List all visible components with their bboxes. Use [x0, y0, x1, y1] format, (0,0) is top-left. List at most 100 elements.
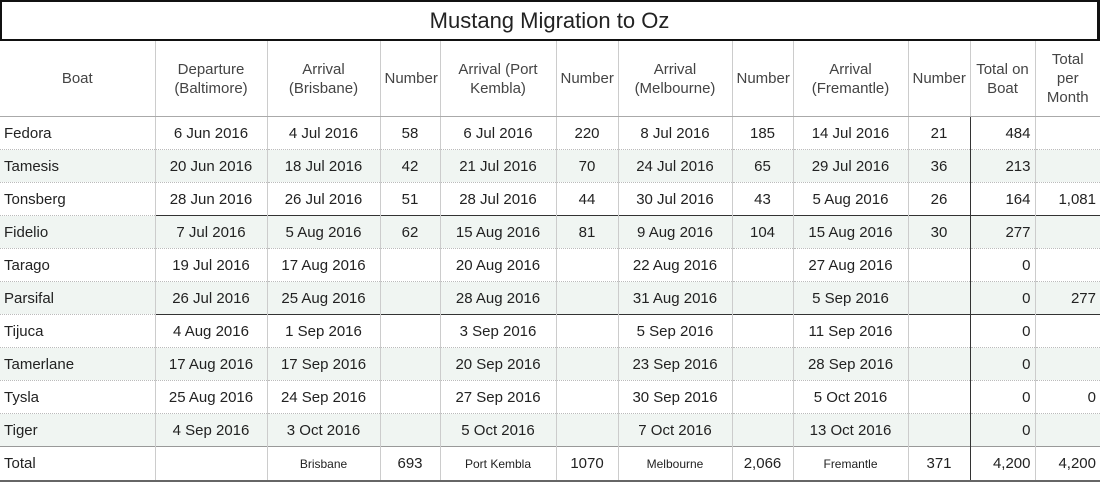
total-cell: 4,200 — [969, 446, 1035, 482]
column-header: Boat — [0, 41, 155, 117]
table-cell: 15 Aug 2016 — [439, 215, 556, 249]
total-cell — [154, 446, 267, 482]
table-cell: 28 Aug 2016 — [439, 281, 556, 315]
table-cell: 5 Sep 2016 — [792, 281, 908, 315]
table: Boat Departure (Baltimore) Arrival (Brisba… — [0, 41, 1100, 482]
total-cell: 693 — [379, 446, 440, 482]
table-cell: Tamerlane — [0, 347, 155, 381]
column-header: Number — [907, 41, 970, 117]
table-cell: 13 Oct 2016 — [792, 413, 908, 447]
table-cell: 20 Aug 2016 — [439, 248, 556, 282]
table-cell — [555, 380, 618, 414]
table-cell: 17 Aug 2016 — [266, 248, 380, 282]
table-cell: 7 Jul 2016 — [154, 215, 267, 249]
table-row: Parsifal 26 Jul 2016 25 Aug 2016 28 Aug 201… — [0, 281, 1100, 315]
table-cell: 0 — [1034, 380, 1100, 414]
column-header: Number — [555, 41, 618, 117]
table-cell: 164 — [969, 182, 1035, 216]
table-cell: 8 Jul 2016 — [617, 116, 732, 150]
table-cell — [731, 413, 793, 447]
table-cell: 0 — [969, 347, 1035, 381]
table-cell: 3 Sep 2016 — [439, 314, 556, 348]
table-cell: 15 Aug 2016 — [792, 215, 908, 249]
table-cell: 185 — [731, 116, 793, 150]
table-cell: 42 — [379, 149, 440, 183]
total-cell: 1070 — [555, 446, 618, 482]
column-header: Number — [379, 41, 440, 117]
table-row: Tijuca 4 Aug 2016 1 Sep 2016 3 Sep 2016 5 Se… — [0, 314, 1100, 348]
table-cell — [555, 413, 618, 447]
table-cell — [379, 314, 440, 348]
table-cell: 4 Aug 2016 — [154, 314, 267, 348]
table-cell: 27 Aug 2016 — [792, 248, 908, 282]
table-cell — [1034, 314, 1100, 348]
table-cell: 30 Sep 2016 — [617, 380, 732, 414]
table-cell: 27 Sep 2016 — [439, 380, 556, 414]
column-header: Arrival (Fremantle) — [792, 41, 908, 117]
table-cell: 17 Sep 2016 — [266, 347, 380, 381]
table-cell: 0 — [969, 281, 1035, 315]
table-cell: Tonsberg — [0, 182, 155, 216]
total-cell: Fremantle — [792, 446, 908, 482]
table-cell: 213 — [969, 149, 1035, 183]
table-cell: 21 Jul 2016 — [439, 149, 556, 183]
table-cell: 25 Aug 2016 — [154, 380, 267, 414]
table-cell: 20 Sep 2016 — [439, 347, 556, 381]
table-cell: 4 Sep 2016 — [154, 413, 267, 447]
table-cell — [555, 248, 618, 282]
table-cell — [731, 314, 793, 348]
table-cell: 220 — [555, 116, 618, 150]
total-cell: Port Kembla — [439, 446, 556, 482]
table-cell: Fedora — [0, 116, 155, 150]
table-cell — [379, 413, 440, 447]
total-cell: Melbourne — [617, 446, 732, 482]
table-cell — [379, 347, 440, 381]
table-cell — [555, 281, 618, 315]
table-cell: 11 Sep 2016 — [792, 314, 908, 348]
table-cell: 14 Jul 2016 — [792, 116, 908, 150]
table-cell: 277 — [1034, 281, 1100, 315]
table-cell: 22 Aug 2016 — [617, 248, 732, 282]
total-row: Total Brisbane 693 Port Kembla 1070 Melbourne… — [0, 446, 1100, 482]
table-cell: 18 Jul 2016 — [266, 149, 380, 183]
table-cell — [907, 380, 970, 414]
table-cell — [907, 413, 970, 447]
table-cell: 30 Jul 2016 — [617, 182, 732, 216]
table-cell: 28 Jul 2016 — [439, 182, 556, 216]
table-cell — [731, 281, 793, 315]
table-row: Tysla 25 Aug 2016 24 Sep 2016 27 Sep 2016 30… — [0, 380, 1100, 414]
table-cell: 21 — [907, 116, 970, 150]
table-cell: Fidelio — [0, 215, 155, 249]
table-row: Tarago 19 Jul 2016 17 Aug 2016 20 Aug 2016 2… — [0, 248, 1100, 282]
table-body: Fedora 6 Jun 2016 4 Jul 2016 58 6 Jul 2016 22… — [0, 116, 1100, 482]
table-cell: 4 Jul 2016 — [266, 116, 380, 150]
table-cell: 19 Jul 2016 — [154, 248, 267, 282]
table-cell — [731, 248, 793, 282]
table-row: Tiger 4 Sep 2016 3 Oct 2016 5 Oct 2016 7 Oct… — [0, 413, 1100, 447]
column-header: Arrival (Port Kembla) — [439, 41, 556, 117]
table-cell: 81 — [555, 215, 618, 249]
table-cell: 36 — [907, 149, 970, 183]
table-row: Tonsberg 28 Jun 2016 26 Jul 2016 51 28 Jul 2… — [0, 182, 1100, 216]
table-cell — [1034, 116, 1100, 150]
table-cell: 51 — [379, 182, 440, 216]
total-cell: 2,066 — [731, 446, 793, 482]
table-cell: 7 Oct 2016 — [617, 413, 732, 447]
table-cell: 65 — [731, 149, 793, 183]
table-cell — [379, 248, 440, 282]
table-cell: 5 Aug 2016 — [792, 182, 908, 216]
table-row: Tamesis 20 Jun 2016 18 Jul 2016 42 21 Jul 20… — [0, 149, 1100, 183]
table-cell — [1034, 149, 1100, 183]
table-cell — [555, 314, 618, 348]
table-cell: Tamesis — [0, 149, 155, 183]
table-cell: 24 Sep 2016 — [266, 380, 380, 414]
table-cell: 44 — [555, 182, 618, 216]
table-cell: 0 — [969, 314, 1035, 348]
table-cell: 5 Aug 2016 — [266, 215, 380, 249]
table-cell: 62 — [379, 215, 440, 249]
column-header: Total on Boat — [969, 41, 1035, 117]
total-cell: Brisbane — [266, 446, 380, 482]
table-cell — [1034, 347, 1100, 381]
table-cell: 23 Sep 2016 — [617, 347, 732, 381]
